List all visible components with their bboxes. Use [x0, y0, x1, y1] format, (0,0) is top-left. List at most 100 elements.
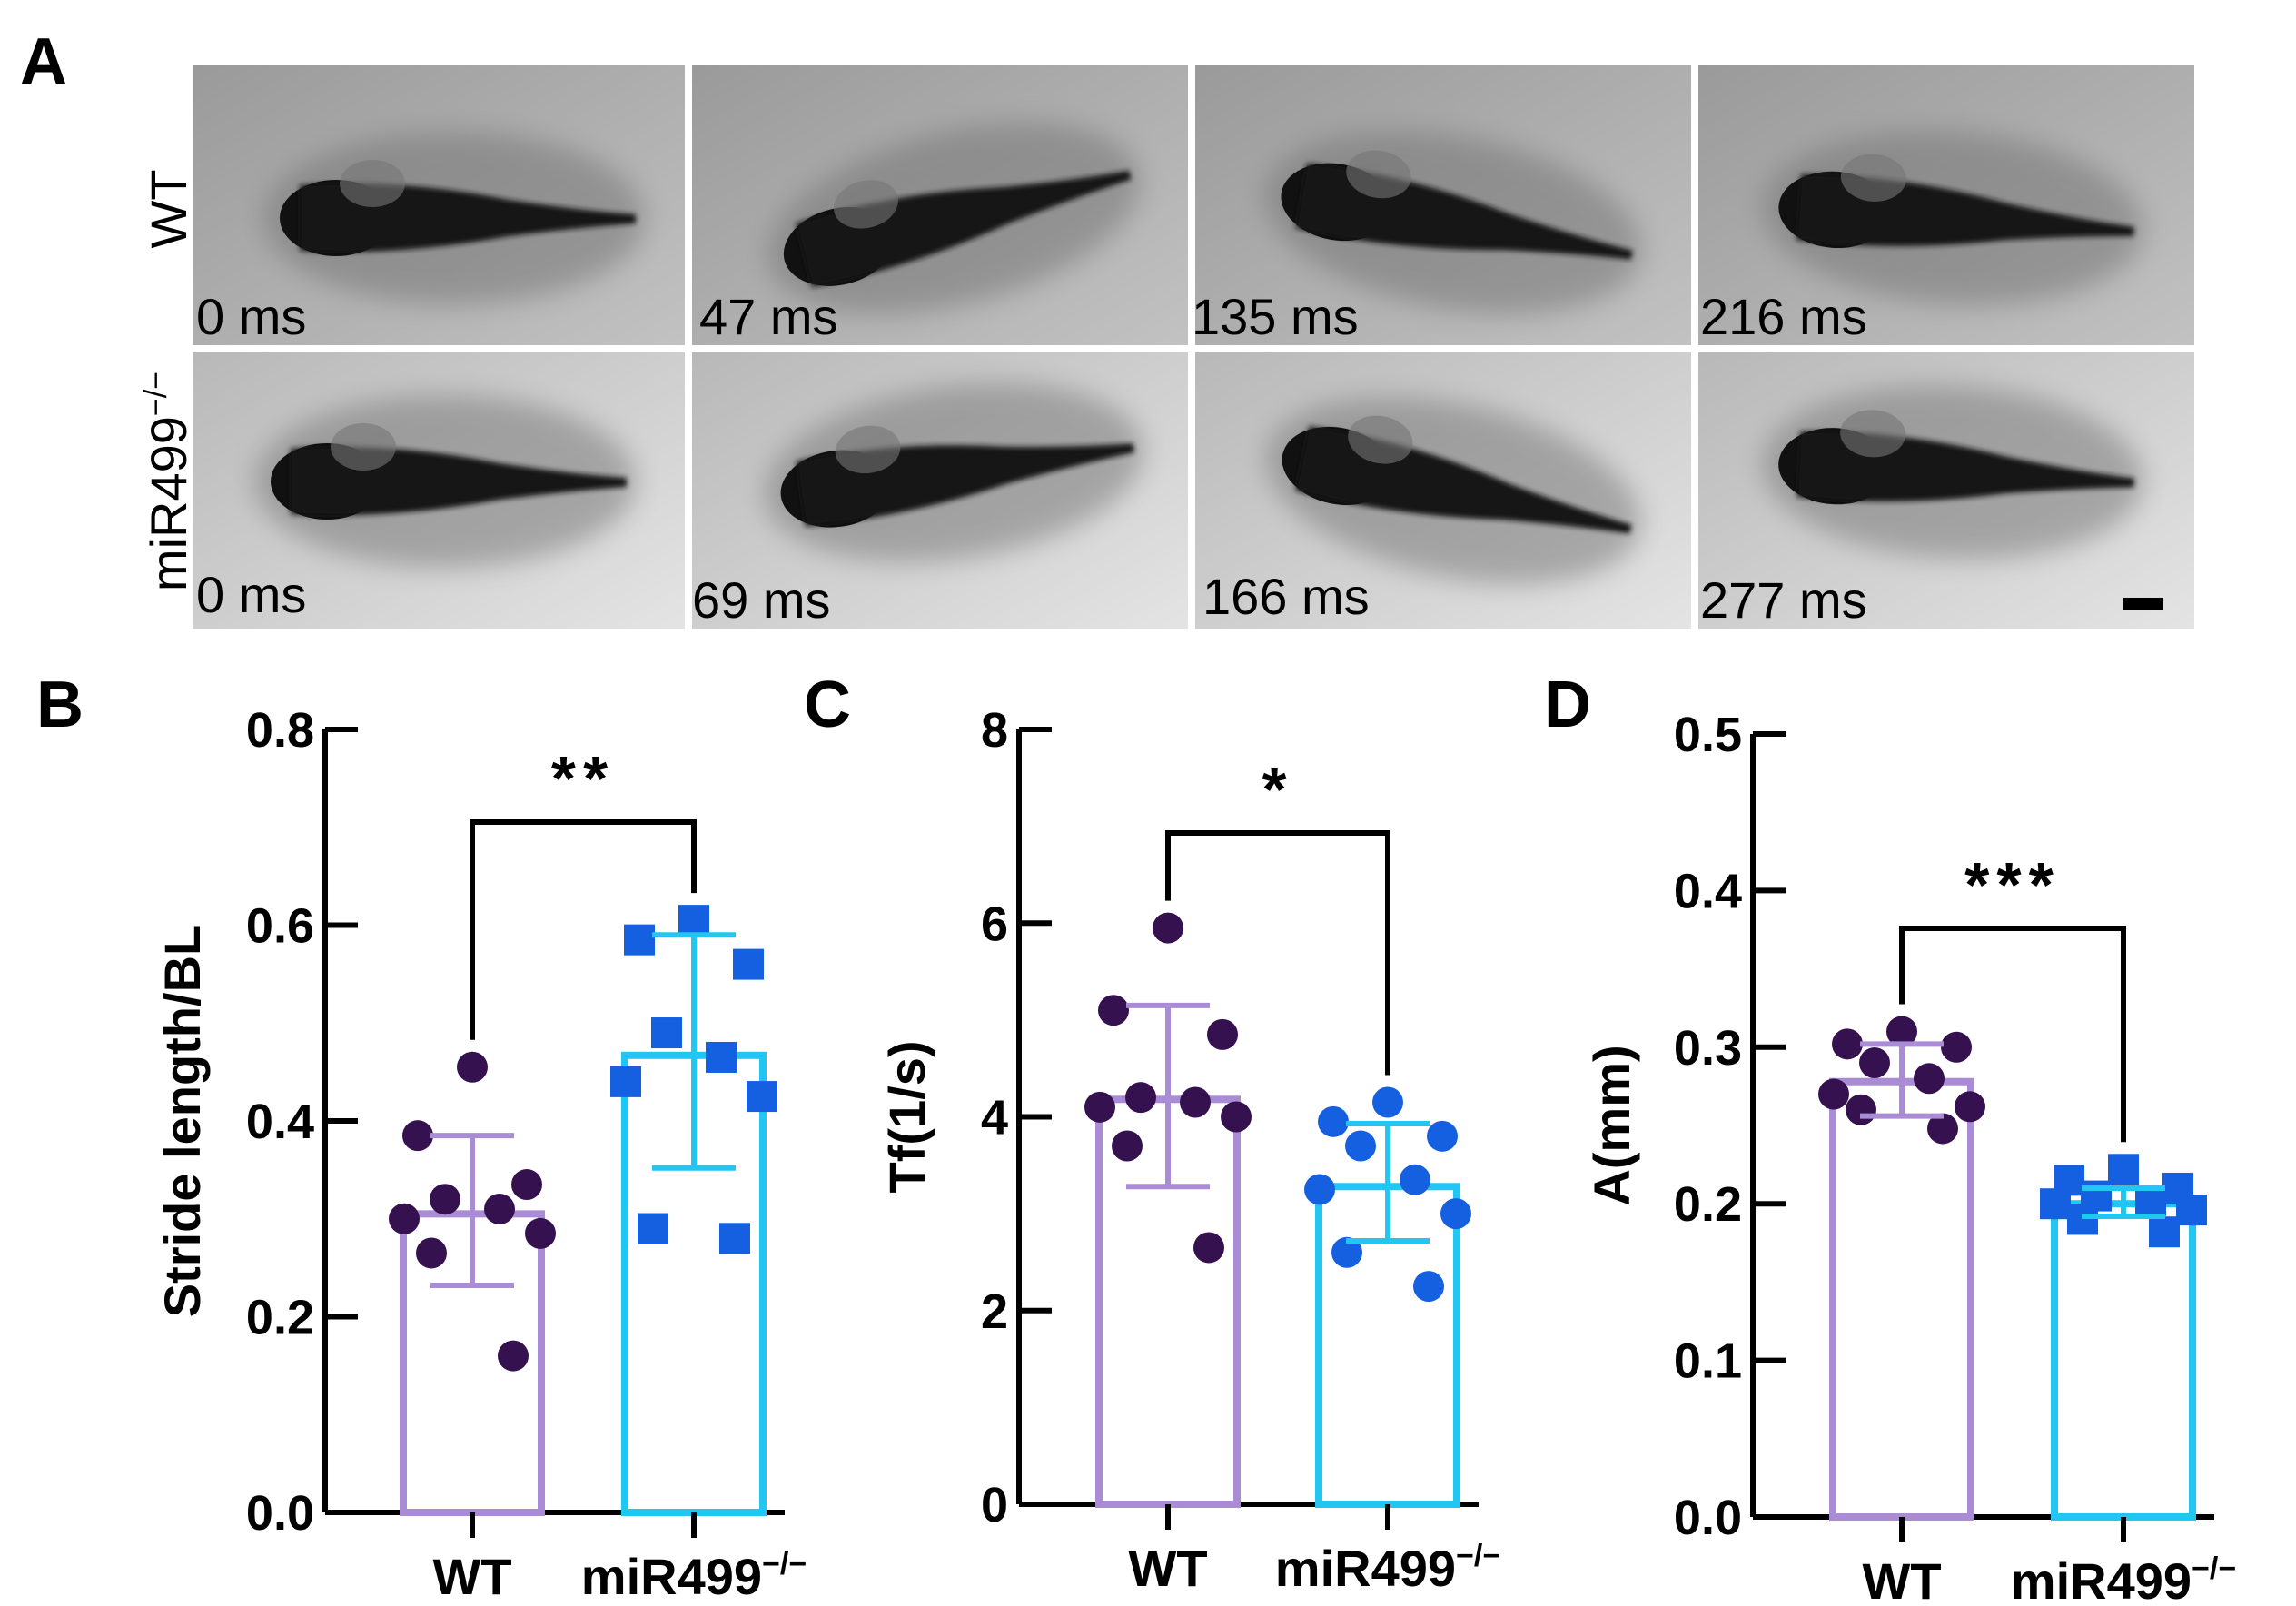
data-point — [678, 905, 709, 937]
data-point — [1221, 1101, 1252, 1133]
frame-row-1: 0 ms 47 ms 135 ms 216 ms — [193, 65, 2194, 348]
x-category-label: WT — [1862, 1552, 1941, 1606]
y-tick-label: 0 — [981, 1478, 1008, 1532]
category-name: miR499 — [581, 1548, 762, 1605]
category-name: WT — [432, 1548, 511, 1605]
time-label: 69 ms — [692, 571, 831, 629]
time-label: 0 ms — [196, 566, 306, 623]
y-tick-label: 0.0 — [1674, 1491, 1742, 1545]
row-label-mir499: miR499−/− — [139, 372, 197, 591]
data-point — [1372, 1086, 1403, 1118]
time-label: 135 ms — [1192, 288, 1359, 345]
data-point — [457, 1051, 488, 1083]
significance-bracket — [1899, 926, 2126, 1143]
data-point — [747, 1081, 777, 1113]
data-point — [1125, 1082, 1156, 1114]
data-point — [610, 1066, 641, 1097]
frame-wt-2: 47 ms — [692, 65, 1188, 348]
data-point — [1084, 1091, 1115, 1123]
data-point — [511, 1169, 542, 1201]
category-name: miR499 — [2011, 1552, 2192, 1606]
y-tick-label: 0.5 — [1674, 708, 1742, 762]
data-point — [1400, 1164, 1430, 1195]
significance-label: ** — [551, 743, 615, 814]
y-axis-title: Stride length/BL — [153, 925, 211, 1317]
y-tick-label: 0.0 — [246, 1486, 314, 1541]
data-point — [2040, 1188, 2071, 1220]
data-point — [525, 1217, 556, 1249]
y-tick-label: 0.4 — [246, 1095, 314, 1149]
data-point — [638, 1213, 668, 1244]
data-point — [1098, 995, 1129, 1026]
data-point — [498, 1340, 529, 1372]
data-point — [1331, 1236, 1362, 1268]
panel-label: D — [1544, 669, 1591, 741]
significance-bracket — [1165, 830, 1390, 1076]
significance-label: * — [1262, 754, 1293, 825]
data-point — [1440, 1198, 1471, 1230]
time-label: 166 ms — [1202, 568, 1370, 625]
frame-wt-4: 216 ms — [1698, 65, 2194, 345]
y-tick-label: 0.2 — [1674, 1177, 1742, 1232]
category-sup: −/− — [2192, 1551, 2236, 1586]
data-point — [1318, 1105, 1349, 1137]
significance-bracket — [470, 819, 697, 1040]
data-point — [1193, 1232, 1224, 1264]
scale-bar — [2123, 598, 2163, 610]
data-point — [1859, 1047, 1890, 1079]
data-point — [430, 1184, 460, 1215]
time-label: 216 ms — [1700, 288, 1867, 345]
data-point — [1207, 1018, 1238, 1050]
time-label: 0 ms — [196, 288, 306, 345]
data-point — [484, 1193, 515, 1224]
chart-b: B 0.0 0.2 0.4 0.6 0.8 Stride length/BL WT miR499… — [36, 669, 807, 1605]
frame-mir499-3: 166 ms — [1195, 352, 1691, 629]
y-tick-label: 4 — [981, 1091, 1008, 1145]
data-point — [2149, 1216, 2180, 1248]
panel-label: C — [804, 669, 851, 741]
y-tick-label: 0.2 — [246, 1291, 314, 1345]
bar — [2051, 1200, 2196, 1521]
data-point — [733, 948, 764, 980]
x-category-label: WT — [432, 1548, 511, 1605]
y-tick-label: 0.4 — [1674, 864, 1742, 918]
data-point — [1818, 1078, 1849, 1110]
data-point — [2108, 1154, 2139, 1185]
data-point — [416, 1237, 447, 1269]
x-category-label: miR499−/− — [1275, 1539, 1500, 1597]
y-tick-label: 0.1 — [1674, 1334, 1742, 1389]
data-point — [402, 1120, 433, 1152]
data-point — [1927, 1113, 1958, 1145]
x-category-label: miR499−/− — [581, 1547, 807, 1605]
data-point — [1846, 1094, 1876, 1125]
y-tick-label: 2 — [981, 1284, 1008, 1339]
panel-a: A WT miR499−/− 0 ms 47 ms 135 ms — [20, 25, 2194, 629]
data-point — [1112, 1130, 1143, 1162]
data-point — [624, 924, 655, 956]
significance-label: *** — [1964, 849, 2061, 920]
time-label: 277 ms — [1700, 571, 1867, 629]
y-tick-label: 0.8 — [246, 703, 314, 758]
data-point — [1413, 1271, 1444, 1303]
data-point — [1180, 1086, 1211, 1118]
frame-mir499-4: 277 ms — [1698, 352, 2194, 629]
y-axis-title: A(mm) — [1583, 1045, 1640, 1205]
panel-label-a: A — [20, 25, 67, 98]
y-tick-label: 0.3 — [1674, 1021, 1742, 1076]
data-point — [389, 1203, 420, 1234]
frame-mir499-2: 69 ms — [692, 352, 1188, 629]
frame-wt-1: 0 ms — [193, 65, 685, 345]
chart-d: D 0.0 0.1 0.2 0.3 0.4 0.5 A(mm) WT miR499−/− *** — [1544, 669, 2236, 1606]
x-category-label: miR499−/− — [2011, 1551, 2236, 1606]
y-tick-label: 0.6 — [246, 899, 314, 954]
row-label-wt: WT — [140, 169, 197, 248]
data-point — [706, 1041, 737, 1073]
category-name: miR499 — [1275, 1540, 1456, 1597]
data-point — [1427, 1120, 1458, 1152]
data-point — [1941, 1031, 1972, 1063]
frame-row-2: 0 ms 69 ms 166 ms 277 ms — [193, 352, 2194, 629]
bar — [1829, 1077, 1974, 1522]
time-label: 47 ms — [699, 288, 838, 345]
data-point — [1832, 1028, 1863, 1060]
